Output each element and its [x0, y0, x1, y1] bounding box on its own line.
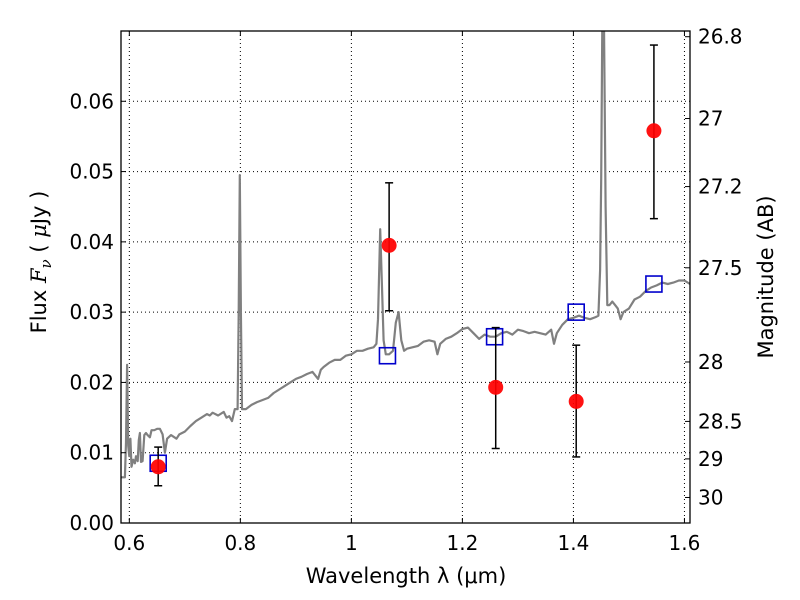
x-tick-label: 1.6 [669, 531, 701, 555]
y-tick-label: 0.00 [69, 511, 114, 535]
y-tick-label: 0.02 [69, 370, 114, 394]
x-axis-title: Wavelength λ (μm) [306, 564, 507, 588]
observed-flux-point [646, 123, 662, 139]
y-tick-label: 0.03 [69, 300, 114, 324]
plot-layer [121, 31, 690, 487]
y2-tick-label: 30 [698, 485, 723, 509]
y-axis-title-mu: μ [27, 224, 51, 238]
observed-flux-point [568, 393, 584, 409]
observed-flux-point [488, 379, 504, 395]
plot-frame [120, 30, 691, 524]
y-axis-title: Flux Fν ( μJy ) [27, 191, 55, 334]
y-tick-label: 0.05 [69, 160, 114, 184]
y-tick-label: 0.06 [69, 89, 114, 113]
model-photometry-square [378, 346, 397, 365]
y2-axis-title: Magnitude (AB) [754, 195, 778, 358]
y2-tick-label: 27.2 [698, 175, 743, 199]
model-spectrum-line [121, 31, 690, 479]
observed-flux-point [381, 237, 397, 253]
x-tick-label: 1.4 [558, 531, 590, 555]
y-axis-title-prefix: Flux [27, 283, 51, 333]
y-axis-title-unit: Jy ) [27, 191, 51, 227]
y-axis-title-mid: ( [27, 238, 51, 260]
y-tick-label: 0.04 [69, 230, 114, 254]
y2-tick-label: 29 [698, 447, 723, 471]
y-axis-title-symbol: F [27, 267, 51, 284]
y-tick-label: 0.01 [69, 441, 114, 465]
model-photometry-square [645, 275, 663, 293]
x-tick-label: 0.6 [113, 531, 145, 555]
observed-flux-point [150, 459, 166, 475]
model-photometry-square [485, 327, 504, 346]
grid-layer [121, 31, 690, 523]
x-tick-label: 1 [345, 531, 358, 555]
x-tick-label: 1.2 [446, 531, 478, 555]
model-photometry-square [567, 303, 586, 321]
y2-tick-label: 28.5 [698, 409, 743, 433]
y2-tick-label: 27.5 [698, 256, 743, 280]
x-tick-label: 0.8 [224, 531, 256, 555]
y2-tick-label: 28 [698, 350, 723, 374]
tick-layer: 0.6 0.8 1 1.2 1.4 1.6 0.00 0.01 0.02 0.03 0.04 0.05… [69, 25, 742, 555]
y2-tick-label: 27 [698, 107, 723, 131]
y-axis-title-subscript: ν [37, 259, 55, 268]
y2-tick-label: 26.8 [698, 25, 743, 49]
